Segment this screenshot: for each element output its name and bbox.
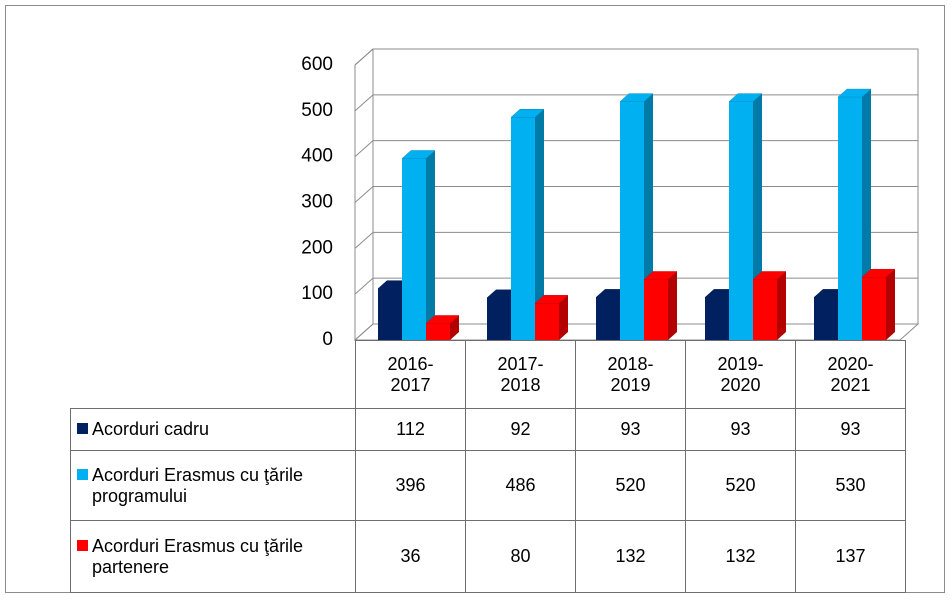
category-cell: 2019-2020	[685, 340, 796, 409]
header-row: 2016-2017 2017-2018 2018-2019 2019-2020 2020…	[70, 340, 906, 409]
series-name-cell: Acorduri cadru	[70, 408, 356, 451]
series-name-cell: Acorduri Erasmus cu ţările partenere	[70, 520, 356, 593]
bar-side	[886, 269, 895, 340]
bar	[425, 315, 460, 340]
blank-cell	[70, 340, 356, 409]
y-tick-label: 300	[301, 192, 333, 213]
series-row: Acorduri cadru 112 92 93 93 93	[70, 408, 906, 451]
bar-front	[644, 279, 668, 340]
bar-side	[535, 109, 544, 340]
bar	[534, 295, 569, 340]
bar	[510, 109, 545, 340]
bar-side	[777, 271, 786, 340]
value-cell: 93	[685, 408, 796, 451]
bar-front	[838, 97, 862, 340]
bar-front	[729, 101, 753, 341]
category-label: 2019-2020	[717, 353, 764, 395]
value-cell: 132	[575, 520, 686, 593]
bar-side	[426, 150, 435, 340]
bar-front	[753, 279, 777, 340]
category-cell: 2018-2019	[575, 340, 686, 409]
category-label: 2018-2019	[607, 353, 654, 395]
series-row: Acorduri Erasmus cu ţările programului 39…	[70, 450, 906, 521]
category-label: 2020-2021	[827, 353, 874, 395]
y-tick-label: 400	[301, 146, 333, 167]
frame	[5, 5, 945, 593]
category-label: 2016-2017	[387, 353, 434, 395]
bar-side	[559, 295, 568, 340]
value-cell: 80	[465, 520, 576, 593]
data-table: 2016-2017 2017-2018 2018-2019 2019-2020 2020…	[70, 340, 906, 593]
y-tick-label: 200	[301, 237, 333, 258]
bar-front	[862, 277, 886, 340]
bar-front	[620, 101, 644, 341]
category-cell: 2020-2021	[795, 340, 906, 409]
bar-front	[511, 117, 535, 340]
value-cell: 93	[575, 408, 686, 451]
category-cell: 2016-2017	[355, 340, 466, 409]
y-tick-label: 600	[301, 54, 333, 75]
value-cell: 520	[685, 450, 796, 521]
value-cell: 530	[795, 450, 906, 521]
value-cell: 92	[465, 408, 576, 451]
value-cell: 137	[795, 520, 906, 593]
bar-front	[535, 303, 559, 340]
value-cell: 132	[685, 520, 796, 593]
bar-front	[426, 323, 450, 340]
category-label: 2017-2018	[497, 353, 544, 395]
bar-front	[378, 288, 402, 340]
legend-label: Acorduri Erasmus cu ţările partenere	[92, 535, 304, 577]
bar-front	[487, 297, 511, 340]
value-cell: 520	[575, 450, 686, 521]
legend-label: Acorduri cadru	[92, 419, 210, 439]
bar	[752, 271, 787, 340]
value-cell: 112	[355, 408, 466, 451]
legend-label: Acorduri Erasmus cu ţările programului	[92, 464, 304, 506]
legend-key	[77, 539, 88, 551]
y-tick-label: 0	[322, 329, 333, 350]
bar	[643, 271, 678, 340]
category-cell: 2017-2018	[465, 340, 576, 409]
legend-key	[77, 468, 88, 480]
bar-front	[402, 158, 426, 340]
bar-front	[814, 297, 838, 340]
value-cell: 486	[465, 450, 576, 521]
bar	[861, 268, 896, 340]
bar-front	[596, 297, 620, 340]
series-name-cell: Acorduri Erasmus cu ţările programului	[70, 450, 356, 521]
y-tick-label: 100	[301, 283, 333, 304]
bar	[401, 150, 436, 340]
value-cell: 36	[355, 520, 466, 593]
value-cell: 396	[355, 450, 466, 521]
legend-key	[77, 423, 88, 434]
grid-line	[354, 48, 918, 66]
value-cell: 93	[795, 408, 906, 451]
series-row: Acorduri Erasmus cu ţările partenere 36 80…	[70, 520, 906, 593]
y-tick-label: 500	[301, 100, 333, 121]
bar-side	[450, 315, 459, 340]
bar-front	[705, 297, 729, 340]
bar-side	[668, 271, 677, 340]
